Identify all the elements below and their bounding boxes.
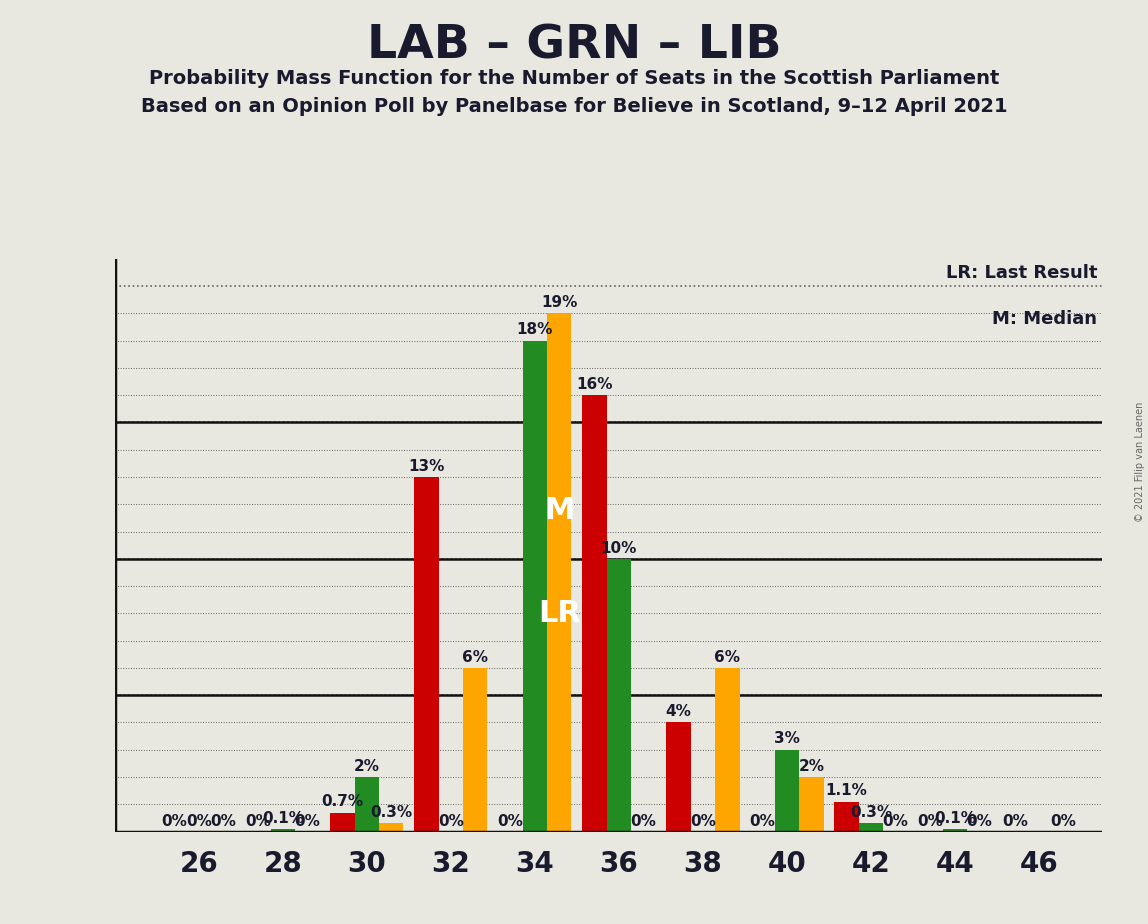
- Bar: [355, 777, 379, 832]
- Text: 0%: 0%: [1002, 814, 1027, 829]
- Text: 0%: 0%: [630, 814, 657, 829]
- Text: 0%: 0%: [210, 814, 236, 829]
- Text: Based on an Opinion Poll by Panelbase for Believe in Scotland, 9–12 April 2021: Based on an Opinion Poll by Panelbase fo…: [141, 97, 1007, 116]
- Bar: [414, 477, 439, 832]
- Text: 0%: 0%: [1050, 814, 1077, 829]
- Text: 0%: 0%: [246, 814, 271, 829]
- Text: 0.1%: 0.1%: [934, 810, 976, 826]
- Text: 0.7%: 0.7%: [321, 795, 364, 809]
- Text: © 2021 Filip van Laenen: © 2021 Filip van Laenen: [1134, 402, 1145, 522]
- Bar: [271, 829, 295, 832]
- Text: 0%: 0%: [883, 814, 908, 829]
- Bar: [379, 823, 403, 832]
- Bar: [943, 829, 968, 832]
- Bar: [799, 777, 823, 832]
- Text: 0%: 0%: [497, 814, 523, 829]
- Text: 3%: 3%: [774, 732, 800, 747]
- Text: M: M: [544, 496, 574, 525]
- Text: 6%: 6%: [463, 650, 488, 664]
- Bar: [607, 559, 631, 832]
- Bar: [522, 341, 548, 832]
- Bar: [463, 668, 488, 832]
- Text: 1.1%: 1.1%: [825, 784, 868, 798]
- Text: 2%: 2%: [798, 759, 824, 773]
- Bar: [548, 313, 572, 832]
- Text: 0.3%: 0.3%: [370, 805, 412, 821]
- Bar: [715, 668, 739, 832]
- Text: 0%: 0%: [294, 814, 320, 829]
- Text: M: Median: M: Median: [992, 310, 1097, 328]
- Text: 0.1%: 0.1%: [262, 810, 304, 826]
- Bar: [835, 802, 859, 832]
- Text: 4%: 4%: [666, 704, 691, 719]
- Text: 0%: 0%: [967, 814, 992, 829]
- Bar: [859, 823, 883, 832]
- Text: 0%: 0%: [186, 814, 211, 829]
- Bar: [582, 395, 607, 832]
- Text: 0%: 0%: [917, 814, 944, 829]
- Text: LR: LR: [538, 600, 581, 628]
- Text: 2%: 2%: [354, 759, 380, 773]
- Text: 0.3%: 0.3%: [850, 805, 892, 821]
- Text: 16%: 16%: [576, 377, 613, 392]
- Text: Probability Mass Function for the Number of Seats in the Scottish Parliament: Probability Mass Function for the Number…: [149, 69, 999, 89]
- Text: 0%: 0%: [437, 814, 464, 829]
- Bar: [667, 723, 691, 832]
- Bar: [775, 749, 799, 832]
- Text: 18%: 18%: [517, 322, 553, 337]
- Text: 10%: 10%: [600, 541, 637, 555]
- Bar: [331, 812, 355, 832]
- Text: 6%: 6%: [714, 650, 740, 664]
- Text: 13%: 13%: [409, 458, 444, 474]
- Text: 0%: 0%: [162, 814, 187, 829]
- Text: 0%: 0%: [690, 814, 716, 829]
- Text: 0%: 0%: [750, 814, 776, 829]
- Text: LAB – GRN – LIB: LAB – GRN – LIB: [366, 23, 782, 68]
- Text: LR: Last Result: LR: Last Result: [946, 264, 1097, 283]
- Text: 19%: 19%: [541, 295, 577, 310]
